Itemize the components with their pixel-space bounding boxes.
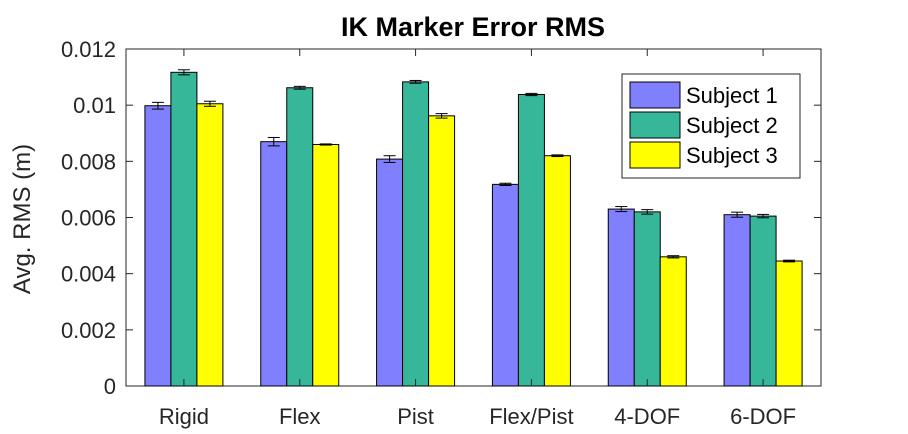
- x-tick-label: 4-DOF: [614, 404, 680, 429]
- y-tick-label: 0.004: [61, 262, 116, 287]
- bar: [491, 183, 519, 387]
- bar: [428, 115, 456, 387]
- x-axis: Rigid Flex Pist Flex/Pist 4-DOF 6-DOF: [159, 49, 796, 429]
- bar: [659, 256, 687, 387]
- bar: [607, 208, 635, 387]
- legend-label: Subject 3: [686, 143, 778, 168]
- bar: [376, 158, 404, 387]
- legend-swatch: [629, 111, 681, 139]
- bar: [312, 143, 340, 387]
- legend-label: Subject 2: [686, 113, 778, 138]
- y-tick-label: 0.012: [61, 37, 116, 62]
- x-tick-label: Pist: [397, 404, 434, 429]
- y-tick-label: 0.002: [61, 318, 116, 343]
- y-axis: 0 0.002 0.004 0.006 0.008 0.01 0.012: [61, 37, 821, 399]
- x-tick-label: 6-DOF: [730, 404, 796, 429]
- bar: [633, 211, 661, 387]
- bar: [749, 215, 777, 387]
- plot-area: [125, 48, 822, 387]
- y-tick-label: 0: [104, 374, 116, 399]
- legend-swatch: [629, 141, 681, 169]
- x-tick-label: Flex: [279, 404, 321, 429]
- legend-swatch: [629, 81, 681, 109]
- bar: [144, 105, 172, 387]
- chart-title: IK Marker Error RMS: [341, 12, 605, 42]
- y-tick-label: 0.008: [61, 149, 116, 174]
- x-tick-label: Rigid: [159, 404, 209, 429]
- bar: [286, 87, 314, 387]
- bar: [543, 155, 571, 387]
- bar: [723, 214, 751, 387]
- bar: [196, 103, 224, 387]
- bar: [170, 71, 198, 387]
- bar: [517, 93, 545, 387]
- y-axis-label: Avg. RMS (m): [9, 144, 36, 294]
- y-tick-label: 0.006: [61, 206, 116, 231]
- bar: [775, 260, 803, 387]
- y-tick-label: 0.01: [73, 93, 116, 118]
- legend-label: Subject 1: [686, 83, 778, 108]
- bar: [260, 141, 288, 387]
- bar: [402, 81, 430, 387]
- x-tick-label: Flex/Pist: [489, 404, 573, 429]
- legend: Subject 1 Subject 2 Subject 3: [621, 73, 801, 179]
